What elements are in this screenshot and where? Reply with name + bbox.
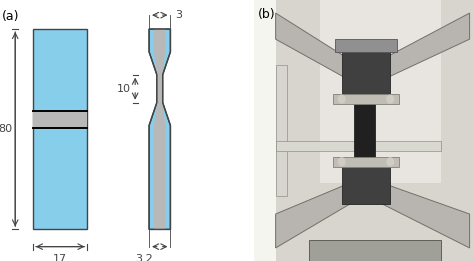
Bar — [33, 29, 88, 229]
Polygon shape — [276, 183, 351, 248]
Bar — [309, 240, 441, 261]
Text: 10: 10 — [117, 84, 131, 94]
Text: 17: 17 — [53, 254, 67, 261]
Bar — [333, 157, 399, 167]
Circle shape — [338, 95, 345, 103]
Text: 3: 3 — [175, 10, 182, 20]
Bar — [319, 0, 441, 183]
Text: (a): (a) — [2, 10, 19, 23]
Polygon shape — [149, 29, 171, 229]
Bar — [335, 39, 397, 52]
Polygon shape — [154, 29, 165, 229]
Text: 3.2: 3.2 — [136, 254, 154, 261]
Circle shape — [387, 95, 393, 103]
Polygon shape — [276, 13, 346, 78]
Bar — [342, 162, 390, 204]
Circle shape — [387, 158, 393, 166]
Bar — [276, 141, 441, 151]
Text: 80: 80 — [0, 124, 12, 134]
Bar — [276, 65, 287, 196]
Polygon shape — [382, 183, 470, 248]
Bar — [354, 99, 375, 177]
Bar — [333, 94, 399, 104]
Circle shape — [338, 158, 345, 166]
Bar — [33, 111, 88, 128]
Bar — [342, 47, 390, 99]
Text: (b): (b) — [258, 8, 275, 21]
Polygon shape — [386, 13, 470, 78]
